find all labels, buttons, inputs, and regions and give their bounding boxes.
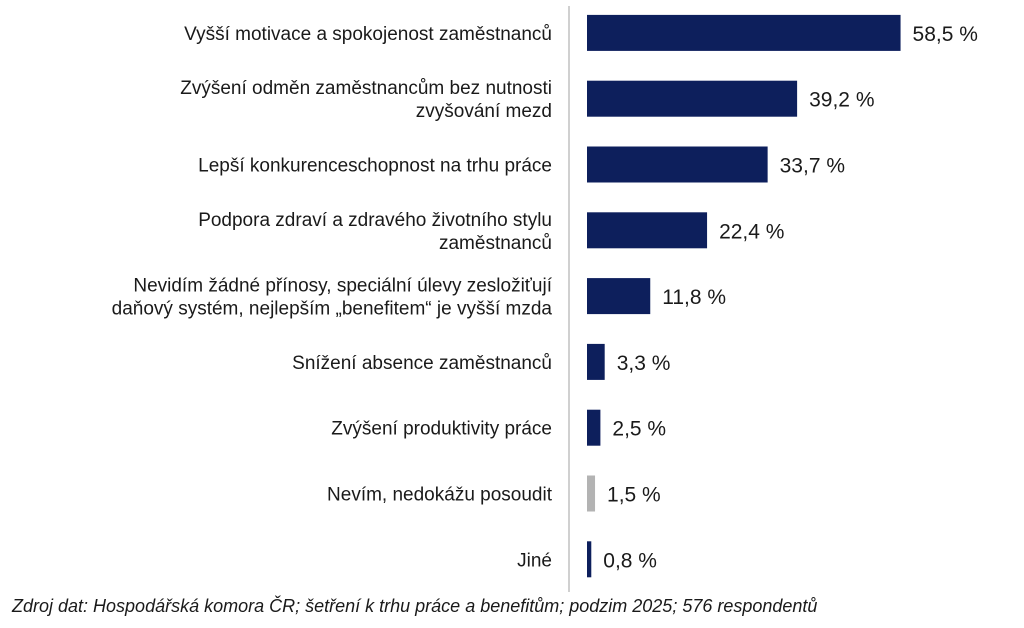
bar xyxy=(587,146,768,183)
category-label-line: Vyšší motivace a spokojenost zaměstnanců xyxy=(184,24,552,45)
category-label: Zvýšení produktivity práce xyxy=(331,419,552,440)
bar xyxy=(587,278,651,315)
category-label: Nevidím žádné přínosy, speciální úlevy z… xyxy=(112,276,553,320)
value-label: 33,7 % xyxy=(780,155,845,178)
category-label-line: Zvýšení produktivity práce xyxy=(331,419,552,440)
bar xyxy=(587,212,708,249)
bar xyxy=(587,14,901,51)
bar xyxy=(587,541,592,578)
category-label-line: Podpora zdraví a zdravého životního styl… xyxy=(198,210,552,231)
value-label: 0,8 % xyxy=(603,549,657,572)
value-label: 22,4 % xyxy=(719,220,784,243)
category-label-line: Snížení absence zaměstnanců xyxy=(292,353,552,374)
category-label-line: Nevím, nedokážu posoudit xyxy=(327,485,553,506)
bar xyxy=(587,80,798,117)
category-label: Zvýšení odměn zaměstnancům bez nutnosti z… xyxy=(180,78,552,122)
bar-chart: Vyšší motivace a spokojenost zaměstnanců… xyxy=(112,6,978,592)
value-label: 1,5 % xyxy=(607,484,661,507)
bar xyxy=(587,409,601,446)
source-note: Zdroj dat: Hospodářská komora ČR; šetřen… xyxy=(12,596,818,616)
value-label: 39,2 % xyxy=(809,89,874,112)
category-label-line: zaměstnanců xyxy=(439,233,552,254)
value-label: 3,3 % xyxy=(617,352,671,375)
category-label: Lepší konkurenceschopnost na trhu práce xyxy=(198,156,552,177)
category-label: Vyšší motivace a spokojenost zaměstnanců xyxy=(184,24,552,45)
category-label-line: daňový systém, nejlepším „benefitem“ je … xyxy=(112,299,553,320)
category-label: Jiné xyxy=(517,550,552,571)
bar xyxy=(587,475,596,512)
category-label-line: Jiné xyxy=(517,550,552,571)
category-label-line: zvyšování mezd xyxy=(416,101,552,122)
category-label: Snížení absence zaměstnanců xyxy=(292,353,552,374)
bar xyxy=(587,343,605,380)
value-label: 11,8 % xyxy=(662,286,726,309)
category-label: Nevím, nedokážu posoudit xyxy=(327,485,553,506)
category-label: Podpora zdraví a zdravého životního styl… xyxy=(198,210,552,254)
category-label-line: Lepší konkurenceschopnost na trhu práce xyxy=(198,156,552,177)
category-label-line: Nevidím žádné přínosy, speciální úlevy z… xyxy=(133,276,552,297)
value-label: 2,5 % xyxy=(612,418,666,441)
category-label-line: Zvýšení odměn zaměstnancům bez nutnosti xyxy=(180,78,552,99)
value-label: 58,5 % xyxy=(913,23,978,46)
